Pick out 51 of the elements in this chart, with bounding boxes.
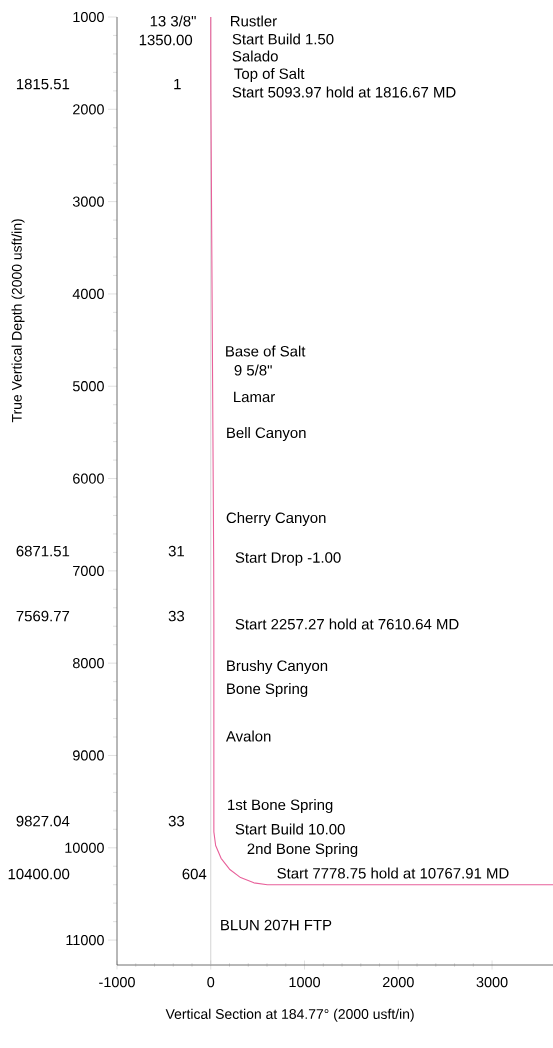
y-tick-label: 11000 (66, 934, 104, 946)
text: 7569.77 (16, 610, 70, 622)
annotation: Start 5093.97 hold at 1816.67 MD (232, 86, 456, 98)
y-tick-label: 4000 (72, 288, 104, 300)
text: 6871.51 (16, 545, 70, 557)
annotation: Start Build 1.50 (232, 33, 334, 45)
text: 9827.04 (16, 815, 70, 827)
annotation: Start 7778.75 hold at 10767.91 MD (277, 867, 509, 879)
annotation: 2nd Bone Spring (247, 843, 358, 858)
text: 10400.00 (8, 868, 70, 880)
annotation: Base of Salt (226, 345, 306, 357)
y-tick-label: 9000 (73, 750, 104, 761)
y-tick-label: 8000 (72, 658, 104, 669)
y-tick-label: 2000 (73, 104, 104, 115)
line-series (210, 16, 553, 886)
x-tick-label: -1000 (99, 977, 135, 988)
x-tick-label: 2000 (382, 977, 414, 988)
text: 1815.51 (16, 78, 70, 90)
annotation: Bone Spring (227, 683, 308, 697)
annotation: Salado (232, 50, 278, 62)
annotation: Bell Canyon (227, 427, 306, 442)
annotation: 33 (168, 610, 185, 622)
annotation: Rustler (231, 15, 277, 27)
y-tick-label: 7000 (73, 565, 104, 576)
annotation: 604 (182, 868, 207, 880)
annotation: 33 (168, 815, 185, 827)
annotation: 1350.00 (139, 34, 193, 46)
annotation: Lamar (234, 391, 275, 403)
y-tick-label: 10000 (65, 842, 104, 853)
y-tick-label: 5000 (72, 381, 104, 392)
x-tick-label: 3000 (476, 977, 508, 988)
y-tick-label: 1000 (73, 11, 104, 23)
x-axis-title: Vertical Section at 184.77° (2000 usft/in) (165, 1008, 414, 1022)
annotation: Start 2257.27 hold at 7610.64 MD (235, 618, 459, 630)
x-tick-label: 1000 (289, 977, 321, 988)
annotation: 13 3/8" (150, 15, 196, 27)
annotation: Brushy Canyon (227, 660, 328, 674)
annotation: 9 5/8" (234, 364, 272, 376)
annotation: Start Drop -1.00 (235, 552, 341, 566)
x-tick-label: 0 (207, 977, 215, 988)
annotation: 31 (168, 545, 184, 557)
annotation: Top of Salt (234, 68, 305, 82)
annotation: Cherry Canyon (226, 512, 326, 527)
annotation: 1st Bone Spring (228, 799, 333, 814)
y-tick-label: 3000 (72, 196, 104, 207)
annotation: BLUN 207H FTP (221, 919, 332, 931)
annotation: Start Build 10.00 (235, 823, 345, 835)
annotation: 1 (174, 78, 181, 90)
y-tick-label: 6000 (73, 473, 104, 484)
y-axis-title: True Vertical Depth (2000 usft/in) (11, 219, 25, 423)
annotation: Avalon (225, 730, 271, 742)
